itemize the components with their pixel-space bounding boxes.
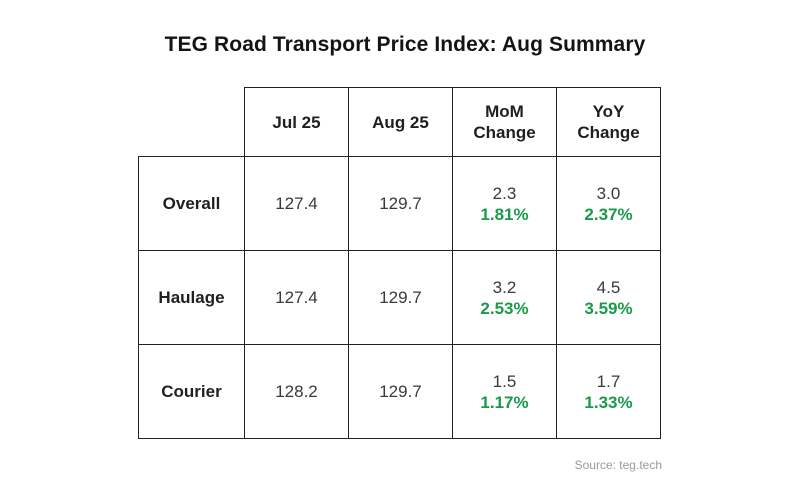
yoy-pct-value: 2.37%	[584, 204, 633, 224]
cell-aug: 129.7	[348, 156, 453, 251]
column-header-jul: Jul 25	[244, 87, 349, 157]
header-corner	[139, 88, 245, 157]
mom-abs-value: 2.3	[492, 183, 517, 203]
column-header-yoy: YoY Change	[556, 87, 661, 157]
yoy-abs-value: 1.7	[596, 371, 621, 391]
cell-jul: 128.2	[244, 344, 349, 439]
yoy-abs-value: 4.5	[596, 277, 621, 297]
column-header-mom-line1: MoM	[485, 102, 524, 121]
chart-title: TEG Road Transport Price Index: Aug Summ…	[164, 33, 646, 56]
mom-pct-value: 2.53%	[480, 298, 529, 318]
cell-aug: 129.7	[348, 250, 453, 345]
cell-yoy: 4.5 3.59%	[556, 250, 661, 345]
cell-mom: 1.5 1.17%	[452, 344, 557, 439]
summary-table: Jul 25 Aug 25 MoM Change YoY Change Over…	[138, 87, 661, 439]
mom-abs-value: 1.5	[492, 371, 517, 391]
table-row-haulage: Haulage 127.4 129.7 3.2 2.53% 4.5 3.59%	[138, 250, 661, 345]
cell-jul: 127.4	[244, 250, 349, 345]
cell-mom: 3.2 2.53%	[452, 250, 557, 345]
source-note: Source: teg.tech	[574, 458, 662, 472]
yoy-pct-value: 1.33%	[584, 392, 633, 412]
yoy-pct-value: 3.59%	[584, 298, 633, 318]
row-label: Haulage	[138, 250, 245, 345]
column-header-mom: MoM Change	[452, 87, 557, 157]
column-header-mom-line2: Change	[473, 123, 536, 142]
cell-yoy: 1.7 1.33%	[556, 344, 661, 439]
table-row-courier: Courier 128.2 129.7 1.5 1.17% 1.7 1.33%	[138, 344, 661, 439]
mom-abs-value: 3.2	[492, 277, 517, 297]
cell-aug: 129.7	[348, 344, 453, 439]
row-label: Overall	[138, 156, 245, 251]
cell-mom: 2.3 1.81%	[452, 156, 557, 251]
cell-yoy: 3.0 2.37%	[556, 156, 661, 251]
table-row-overall: Overall 127.4 129.7 2.3 1.81% 3.0 2.37%	[138, 156, 661, 251]
column-header-yoy-line1: YoY	[592, 102, 625, 121]
mom-pct-value: 1.17%	[480, 392, 529, 412]
row-label: Courier	[138, 344, 245, 439]
column-header-yoy-line2: Change	[577, 123, 640, 142]
header-row: Jul 25 Aug 25 MoM Change YoY Change	[139, 87, 661, 157]
yoy-abs-value: 3.0	[596, 183, 621, 203]
column-header-aug: Aug 25	[348, 87, 453, 157]
mom-pct-value: 1.81%	[480, 204, 529, 224]
cell-jul: 127.4	[244, 156, 349, 251]
